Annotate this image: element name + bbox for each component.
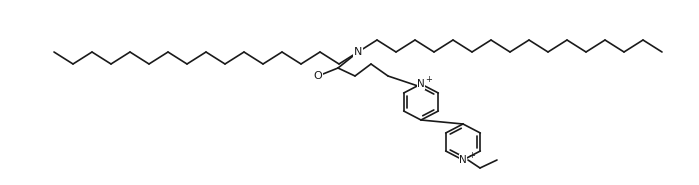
Text: N: N (354, 47, 362, 57)
Text: N: N (417, 79, 425, 89)
Text: +: + (468, 151, 475, 159)
Text: O: O (314, 71, 322, 81)
Text: +: + (426, 75, 433, 83)
Text: N: N (459, 155, 467, 165)
